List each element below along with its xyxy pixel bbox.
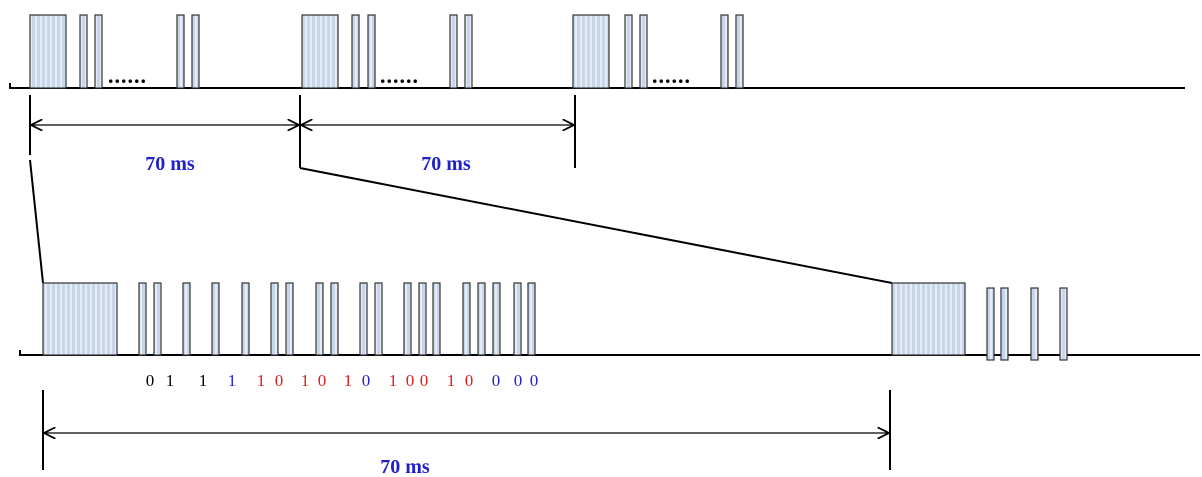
preamble [42,282,118,356]
pulse [241,282,250,356]
baseline [9,83,1185,89]
pulse [527,282,536,356]
pulse [138,282,147,356]
pulse [462,282,471,356]
pulse [153,282,162,356]
pulse [720,14,729,89]
bit-label: 0 [318,371,327,390]
top-timeline: ...... ...... ...... 70 ms 70 ms [9,14,1185,175]
pulse [639,14,648,89]
pulse [1030,287,1039,361]
bit-label: 1 [228,371,237,390]
bit-label: 1 [389,371,398,390]
pulse [330,282,339,356]
pulse [403,282,412,356]
preamble [572,14,610,89]
baseline [19,350,1200,356]
pulse [492,282,501,356]
pulse [418,282,427,356]
bit-label: 1 [199,371,208,390]
pulse [1059,287,1068,361]
pulse [1000,287,1009,361]
interval-label: 70 ms [145,153,195,175]
preamble [301,14,339,89]
bit-label: 0 [530,371,539,390]
pulse [432,282,441,356]
pulse [477,282,486,356]
pulse [176,14,185,89]
pulse [211,282,220,356]
pulse [285,282,294,356]
zoom-line [29,159,44,284]
bit-label: 0 [514,371,523,390]
bit-label: 0 [362,371,371,390]
pulse [182,282,191,356]
interval-label: 70 ms [421,153,471,175]
bit-label: 0 [492,371,501,390]
ellipsis: ...... [380,63,419,88]
bit-label: 0 [420,371,429,390]
pulse [624,14,633,89]
pulse [359,282,368,356]
pulse [513,282,522,356]
bit-label: 1 [166,371,175,390]
bit-label: 1 [301,371,310,390]
zoom-line [299,167,893,284]
bit-label: 0 [465,371,474,390]
bit-label: 1 [447,371,456,390]
pulse [79,14,88,89]
pulse [94,14,103,89]
ellipsis: ...... [652,63,691,88]
bit-label: 1 [257,371,266,390]
bit-label: 0 [406,371,415,390]
pulse [351,14,360,89]
bit-label: 0 [275,371,284,390]
pulse [367,14,376,89]
preamble [29,14,67,89]
bit-label: 0 [146,371,155,390]
pulse [449,14,458,89]
pulse [374,282,383,356]
pulse [986,287,995,361]
pulse [735,14,744,89]
bit-label: 1 [344,371,353,390]
ellipsis: ...... [108,63,147,88]
preamble [891,282,966,356]
interval-label: 70 ms [380,456,430,477]
pulse [270,282,279,356]
pulse [464,14,473,89]
pulse [315,282,324,356]
pulse [191,14,200,89]
